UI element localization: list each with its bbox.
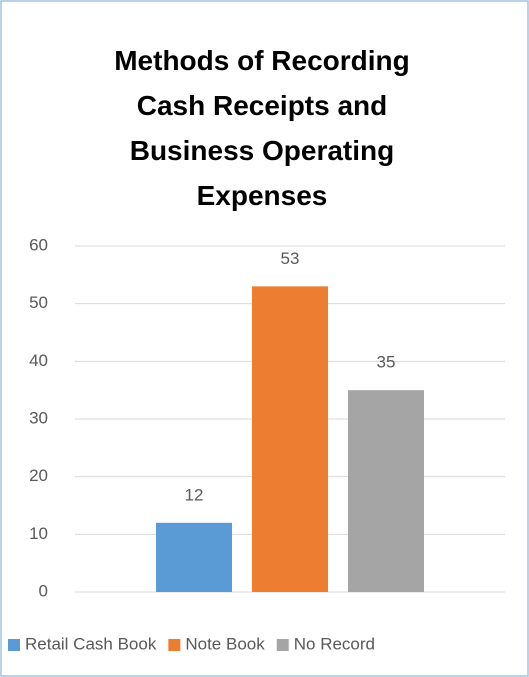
legend-label: No Record — [294, 634, 375, 653]
y-tick-label: 0 — [39, 581, 48, 600]
bar — [348, 390, 424, 592]
legend-label: Note Book — [185, 634, 265, 653]
bar — [156, 522, 232, 592]
y-tick-label: 30 — [29, 408, 48, 427]
data-label: 12 — [185, 485, 204, 504]
y-tick-label: 40 — [29, 351, 48, 370]
legend-swatch — [276, 639, 289, 651]
y-tick-label: 60 — [29, 235, 48, 254]
legend-swatch — [8, 639, 20, 651]
data-label: 53 — [281, 249, 300, 268]
data-label: 35 — [377, 353, 396, 372]
chart-title: Methods of Recording Cash Receipts and B… — [114, 45, 410, 211]
y-tick-label: 50 — [29, 293, 48, 312]
y-tick-label: 20 — [29, 466, 48, 485]
bar — [252, 286, 328, 592]
legend-label: Retail Cash Book — [25, 634, 157, 653]
y-tick-label: 10 — [29, 524, 48, 543]
legend-swatch — [168, 639, 181, 651]
